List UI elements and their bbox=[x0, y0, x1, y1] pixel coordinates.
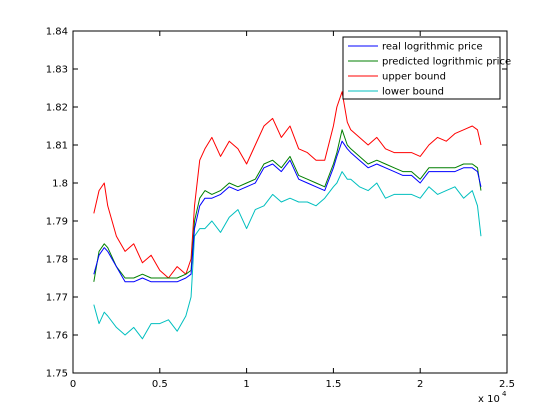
y-tick-label: 1.78 bbox=[46, 255, 68, 266]
series-line-2 bbox=[93, 129, 482, 282]
series-line-4 bbox=[93, 171, 482, 340]
legend-label: predicted logrithmic price bbox=[382, 57, 511, 68]
axis-ticks: 0 0.5 1 1.5 2 2.5 1.75 1.76 1.77 1.78 1.79 1.8 1.81 1… bbox=[46, 27, 515, 391]
x-axis-multiplier: x 10 bbox=[478, 394, 500, 405]
y-tick-label: 1.77 bbox=[46, 293, 68, 304]
legend-label: upper bound bbox=[382, 72, 446, 83]
legend-label: real logrithmic price bbox=[382, 42, 483, 53]
y-tick-label: 1.79 bbox=[46, 217, 68, 228]
y-tick-label: 1.8 bbox=[52, 179, 68, 190]
series-line-3 bbox=[93, 91, 482, 279]
y-tick-label: 1.84 bbox=[46, 27, 68, 38]
legend-label: lower bound bbox=[382, 87, 444, 98]
x-tick-label: 0.5 bbox=[152, 379, 168, 390]
y-tick-label: 1.81 bbox=[46, 141, 68, 152]
x-tick-label: 1 bbox=[243, 379, 249, 390]
y-tick-label: 1.75 bbox=[46, 369, 68, 380]
x-tick-label: 2 bbox=[417, 379, 423, 390]
x-tick-label: 1.5 bbox=[325, 379, 341, 390]
x-tick-label: 2.5 bbox=[499, 379, 515, 390]
series-layer bbox=[93, 91, 482, 340]
legend: real logrithmic price predicted logrithmi… bbox=[342, 36, 511, 100]
plot-frame bbox=[72, 30, 508, 374]
y-tick-label: 1.76 bbox=[46, 331, 68, 342]
legend-box bbox=[342, 36, 501, 100]
x-tick-label: 0 bbox=[70, 379, 76, 390]
x-axis-multiplier-exponent: 4 bbox=[502, 390, 507, 398]
series-line-1 bbox=[93, 140, 482, 283]
y-tick-label: 1.83 bbox=[46, 65, 68, 76]
y-tick-label: 1.82 bbox=[46, 103, 68, 114]
